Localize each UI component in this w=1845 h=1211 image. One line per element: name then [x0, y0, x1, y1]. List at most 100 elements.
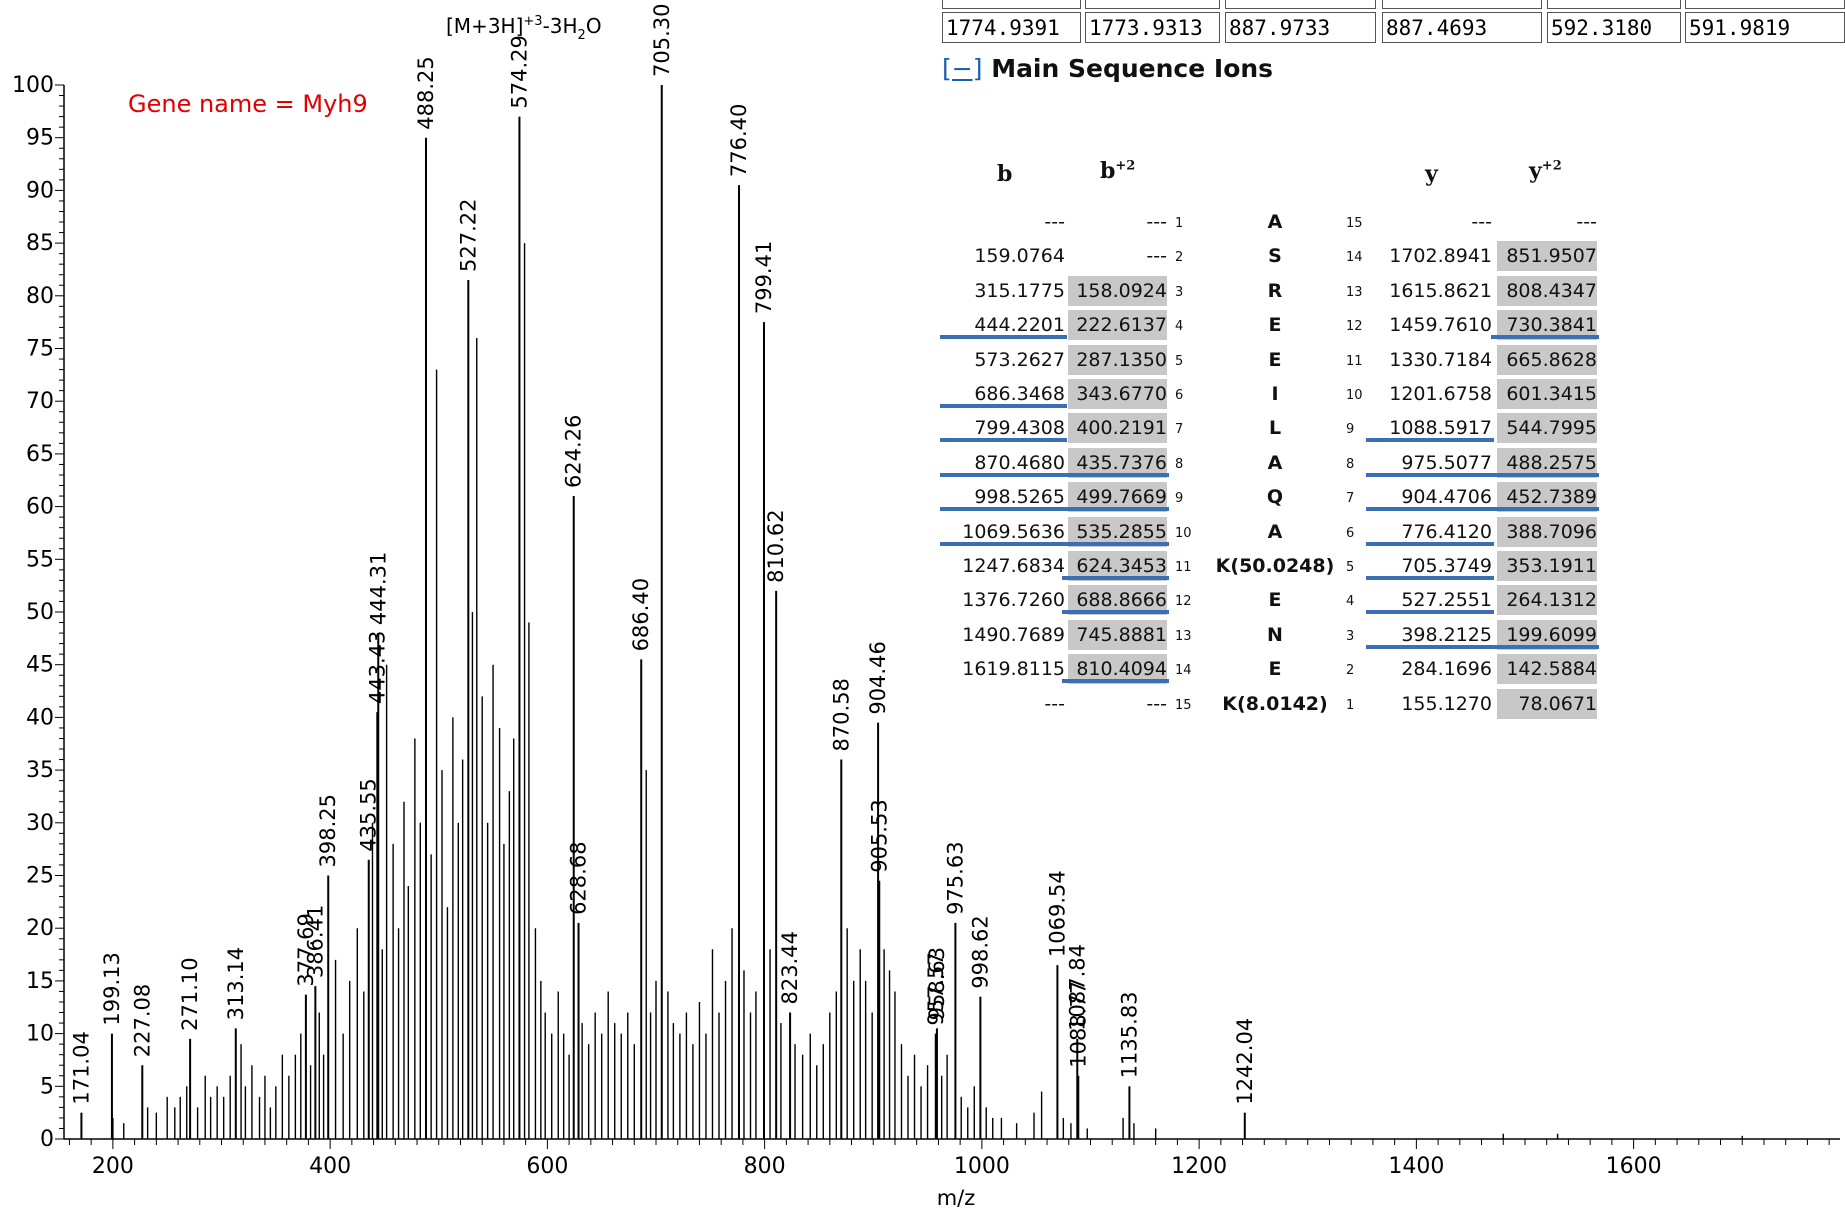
y-tick-label: 0 [40, 1127, 54, 1152]
b-index: 15 [1175, 697, 1192, 713]
y2-ion-value: --- [1576, 211, 1597, 233]
mass-strip-header-cell [1085, 0, 1220, 9]
y-index: 6 [1346, 525, 1355, 541]
y-tick-label: 75 [26, 337, 54, 362]
residue: A [1267, 520, 1283, 543]
peak-label: 957.57 [924, 952, 948, 1025]
y-index: 2 [1346, 663, 1355, 679]
y-index: 8 [1346, 456, 1355, 472]
b2-ion-value: 810.4094 [1062, 654, 1169, 685]
residue: E [1268, 314, 1282, 337]
y-ion-value: 1615.8621 [1389, 279, 1492, 302]
y-tick-label: 90 [26, 178, 54, 203]
peak-label: 1088.77 [1066, 981, 1090, 1068]
b2-ion-value: --- [1146, 245, 1167, 268]
peak-label: 227.08 [130, 984, 154, 1057]
y-ion-value: 398.2125 [1366, 620, 1494, 650]
y2-ion-value: 264.1312 [1497, 585, 1597, 616]
x-tick-label: 200 [92, 1154, 134, 1179]
peak-label: 823.44 [778, 931, 802, 1004]
residue: S [1268, 245, 1282, 268]
collapse-toggle[interactable]: [−] [942, 54, 983, 83]
section-title-text: Main Sequence Ions [991, 54, 1274, 83]
residue: L [1268, 417, 1282, 440]
b-ion-value: --- [1044, 692, 1065, 715]
mass-strip-header-cell [1685, 0, 1845, 9]
y2-ion-value: 452.7389 [1491, 482, 1599, 513]
peak-label: 1069.54 [1045, 870, 1069, 957]
b-index: 13 [1175, 628, 1192, 644]
peak-label: 313.14 [224, 947, 248, 1020]
b-ion-value: --- [1044, 211, 1065, 233]
y-index: 14 [1346, 250, 1363, 266]
peak-label: 1135.83 [1117, 991, 1141, 1078]
peak-label: 905.53 [867, 799, 891, 872]
b-ion-value: 315.1775 [974, 279, 1065, 302]
mass-strip-header-cell [1225, 0, 1376, 9]
peak-label: 171.04 [69, 1031, 93, 1104]
b-ion-value: 444.2201 [940, 310, 1067, 340]
precursor-mass-cell: 887.9733 [1225, 12, 1376, 43]
residue: E [1268, 589, 1282, 612]
y2-ion-value: 142.5884 [1497, 654, 1597, 685]
peak-label: 904.46 [866, 641, 890, 714]
precursor-mass-cell: 1774.9391 [942, 12, 1081, 43]
y-ion-value: 975.5077 [1366, 448, 1494, 478]
y-ion-value: 904.4706 [1366, 482, 1494, 512]
y-tick-label: 80 [26, 284, 54, 309]
residue: K(50.0248) [1215, 555, 1335, 577]
residue: K(8.0142) [1222, 692, 1328, 715]
peak-label: 776.40 [727, 104, 751, 177]
peak-label: 271.10 [178, 957, 202, 1030]
b2-ion-value: --- [1146, 692, 1167, 715]
y-tick-label: 50 [26, 600, 54, 625]
y-tick-label: 60 [26, 495, 54, 520]
y-ion-value: 155.1270 [1401, 692, 1492, 715]
b-ion-value: 686.3468 [940, 379, 1067, 409]
precursor-mass-table: 1774.9391 1773.9313 887.9733 887.4693 592.31… [942, 0, 1845, 46]
b2-ion-value: 287.1350 [1068, 344, 1167, 375]
y2-ion-value: 601.3415 [1497, 379, 1597, 409]
b2-ion-value: 745.8881 [1068, 619, 1167, 650]
peak-label: 398.25 [316, 794, 340, 867]
y2-ion-value: 353.1911 [1497, 551, 1597, 581]
y-tick-label: 85 [26, 231, 54, 256]
peak-label: 444.31 [366, 552, 390, 625]
b-index: 9 [1175, 491, 1184, 507]
peak-label: 686.40 [629, 578, 653, 651]
b2-ion-value: --- [1146, 211, 1167, 233]
y-ion-value: 1459.7610 [1389, 314, 1492, 337]
b-ion-value: 1069.5636 [940, 517, 1067, 547]
y2-ion-value: 665.8628 [1497, 344, 1597, 375]
y-ion-value: 527.2551 [1366, 585, 1494, 615]
y-index: 5 [1346, 560, 1355, 575]
x-tick-label: 800 [744, 1154, 786, 1179]
mass-strip-header-cell [1382, 0, 1542, 9]
b-index: 3 [1175, 284, 1184, 300]
b2-ion-value: 158.0924 [1068, 275, 1167, 306]
gene-annotation: Gene name = Myh9 [128, 90, 368, 118]
b-index: 2 [1175, 250, 1184, 266]
b-ion-value: 1247.6834 [962, 555, 1065, 577]
y-tick-label: 35 [26, 758, 54, 783]
y2-ion-value: 488.2575 [1491, 447, 1599, 478]
peak-label: 628.68 [567, 841, 591, 914]
y2-ion-value: 544.7995 [1497, 413, 1597, 444]
y-tick-label: 20 [26, 916, 54, 941]
peak-label: 377.69 [294, 913, 318, 986]
y2-ion-value: 78.0671 [1497, 688, 1597, 719]
b-ion-value: 159.0764 [974, 245, 1065, 268]
b2-ion-value: 222.6137 [1068, 310, 1167, 341]
residue: E [1268, 348, 1282, 371]
peak-label: 799.41 [752, 241, 776, 314]
mass-strip-header-cell [1547, 0, 1681, 9]
peak-label: 870.58 [829, 678, 853, 751]
x-tick-label: 600 [526, 1154, 568, 1179]
y-tick-label: 15 [26, 969, 54, 994]
peak-label: 1242.04 [1233, 1018, 1257, 1105]
b2-ion-value: 435.7376 [1062, 447, 1169, 478]
peak-label: 624.26 [562, 415, 586, 488]
b2-ion-value: 343.6770 [1068, 379, 1167, 409]
residue: N [1267, 623, 1283, 646]
b-index: 1 [1175, 216, 1184, 231]
